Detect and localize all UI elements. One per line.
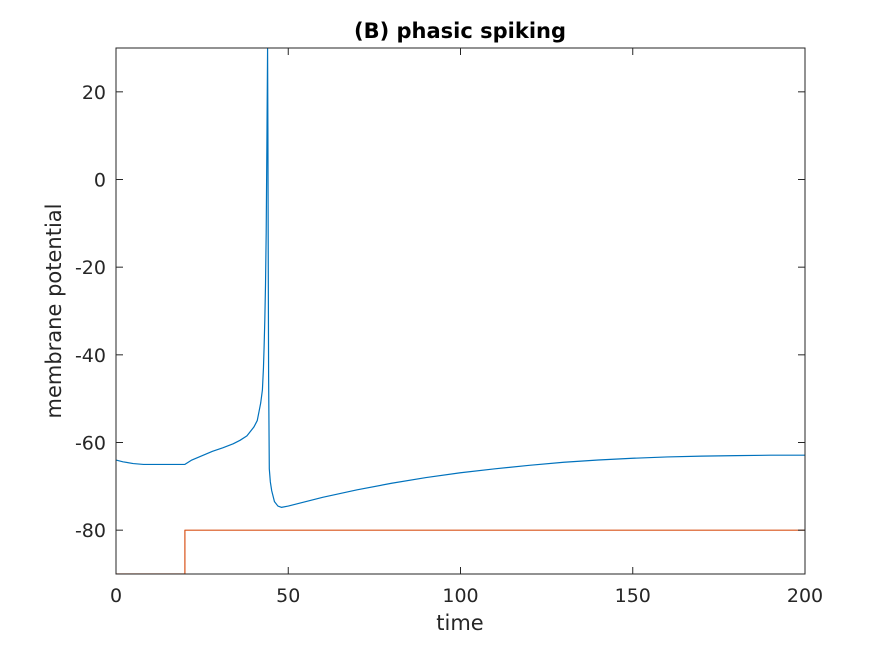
plot-frame (115, 47, 806, 575)
series-line-1 (116, 529, 805, 574)
y-tick-label: -20 (75, 257, 106, 279)
series-line-0 (116, 48, 805, 508)
chart-title: (B) phasic spiking (354, 19, 566, 43)
tick-layer: 0 50 100 150 200 -80 -60 -40 -20 0 20 (75, 48, 823, 607)
series-layer (116, 48, 805, 574)
y-tick-label: 20 (82, 82, 106, 104)
x-tick-label: 150 (615, 585, 651, 607)
y-tick-label: 0 (94, 170, 106, 192)
x-tick-label: 50 (276, 585, 300, 607)
x-tick-label: 100 (442, 585, 478, 607)
y-tick-label: -80 (75, 520, 106, 542)
x-tick-label: 0 (110, 585, 122, 607)
x-tick-label: 200 (787, 585, 823, 607)
x-axis-label: time (436, 611, 483, 635)
y-tick-label: -40 (75, 345, 106, 367)
y-axis-label: membrane potential (42, 204, 66, 419)
y-tick-label: -60 (75, 433, 106, 455)
